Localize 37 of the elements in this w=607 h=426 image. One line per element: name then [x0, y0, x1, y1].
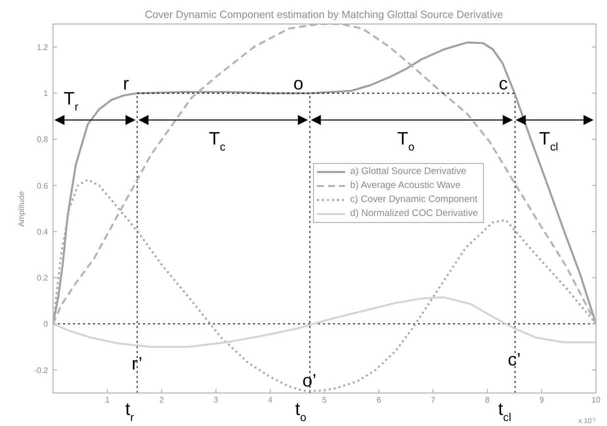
ref-line-label: t$_{r}$ [125, 399, 134, 424]
annotation: T$_{c}$ [208, 128, 226, 154]
annotation: c [498, 73, 508, 94]
x-tick-label: 2 [159, 396, 164, 405]
legend-label: d) Normalized COC Derivative [350, 207, 478, 221]
annotation: T$_{cl}$ [539, 128, 558, 154]
legend-label: c) Cover Dynamic Component [350, 193, 478, 207]
legend-label: b) Average Acoustic Wave [350, 179, 461, 193]
x-tick-label: 6 [376, 396, 382, 405]
x-tick-label: 8 [485, 396, 490, 405]
chart-title: Cover Dynamic Component estimation by Matching Glottal Source Derivative [144, 9, 504, 21]
x-tick-label: 10 [592, 396, 601, 405]
y-tick-label: 0.8 [36, 135, 49, 144]
x-tick-label: 4 [268, 396, 273, 405]
x-tick-label: 7 [430, 396, 436, 405]
annotation: r’ [132, 353, 142, 374]
y-tick-label: -0.2 [34, 366, 49, 375]
ref-line-label: t$_{o}$ [295, 399, 306, 424]
annotation: T$_{o}$ [397, 128, 414, 154]
x-tick-label: 3 [214, 396, 219, 405]
x-tick-label: 5 [322, 396, 328, 405]
y-tick-label: 1.2 [36, 42, 49, 52]
x-tick-label: 1 [105, 396, 110, 405]
y-tick-label: 0.6 [36, 181, 49, 190]
legend-label: a) Glottal Source Derivative [350, 165, 466, 179]
annotation: o [293, 73, 304, 94]
y-tick-label: 0 [44, 320, 49, 329]
y-axis-title: Amplitude [17, 190, 26, 227]
x-tick-label: 9 [539, 396, 544, 405]
y-tick-label: 1 [44, 89, 49, 98]
annotation: o’ [302, 370, 316, 391]
annotation: T$_{r}$ [64, 88, 79, 114]
annotation: r [123, 73, 130, 94]
annotation: c’ [508, 349, 521, 370]
y-tick-label: 0.4 [36, 227, 49, 236]
y-tick-label: 0.2 [36, 274, 49, 283]
ref-line-label: t$_{cl}$ [498, 399, 512, 424]
